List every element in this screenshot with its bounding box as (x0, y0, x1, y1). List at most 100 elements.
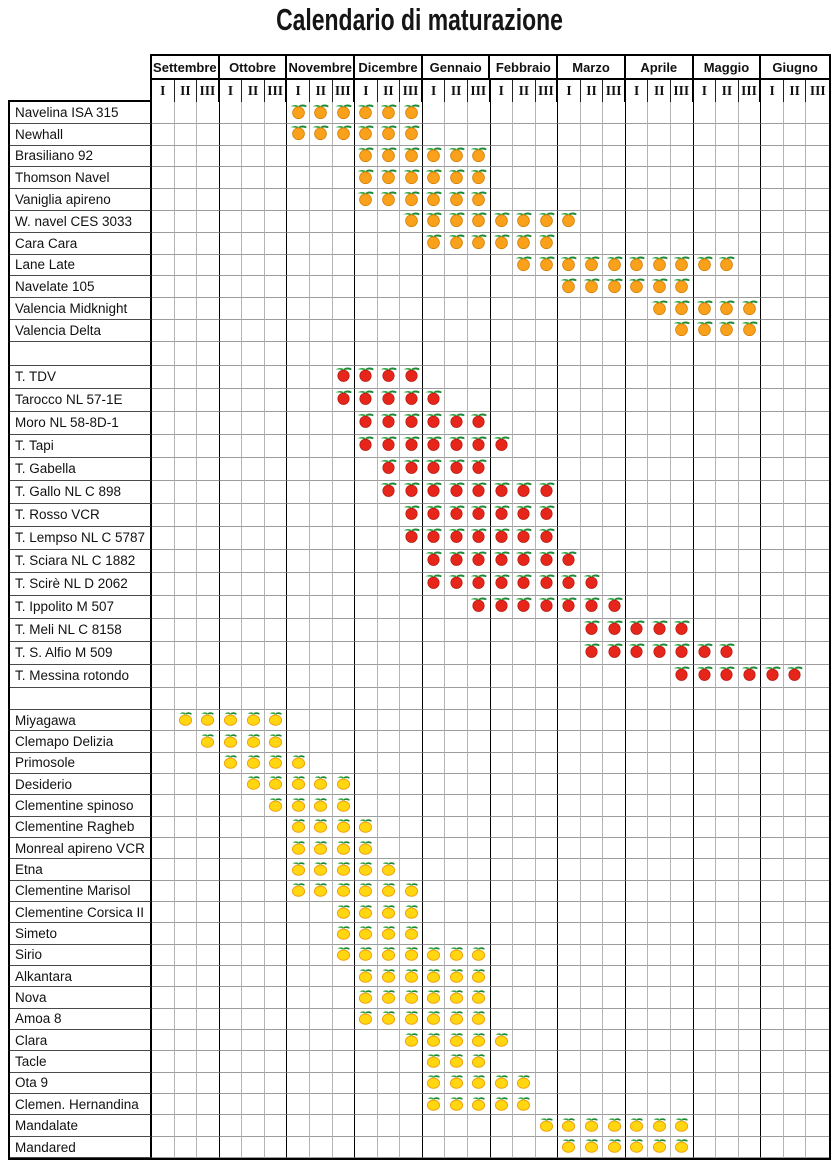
calendar-cell (580, 503, 604, 527)
calendar-cell (422, 365, 446, 389)
leaf-icon (388, 390, 397, 394)
calendar-cell (558, 319, 581, 342)
calendar-cell (806, 458, 829, 481)
variety-label: Lane Late (10, 254, 152, 277)
calendar-cell (219, 1094, 243, 1116)
leaf-icon (343, 819, 350, 822)
calendar-cell (400, 816, 423, 839)
calendar-cell (422, 664, 446, 688)
calendar-cell (309, 1030, 333, 1052)
calendar-cell (558, 1115, 581, 1137)
calendar-cell (445, 572, 468, 596)
calendar-cell (264, 641, 288, 665)
calendar-cell (513, 276, 536, 299)
calendar-cell (422, 210, 446, 233)
calendar-cell (558, 480, 581, 504)
calendar-cell (332, 795, 356, 817)
calendar-cell (580, 411, 604, 435)
calendar-cell (535, 526, 559, 550)
leaf-icon (433, 169, 442, 173)
leaf-icon (380, 483, 389, 486)
calendar-cell (625, 526, 649, 550)
calendar-cell (152, 1008, 175, 1031)
calendar-cell (490, 641, 514, 665)
calendar-cell (693, 641, 717, 665)
calendar-cell (309, 189, 333, 211)
leaf-icon (388, 436, 397, 440)
calendar-cell (671, 1008, 694, 1031)
calendar-cell (309, 232, 333, 255)
calendar-cell (671, 1094, 694, 1116)
leaf-icon (337, 840, 344, 844)
leaf-icon (359, 926, 366, 929)
leaf-icon (433, 947, 440, 951)
leaf-icon (403, 126, 411, 129)
calendar-cell (332, 1115, 356, 1137)
calendar-cell (558, 276, 581, 299)
calendar-cell (219, 526, 243, 550)
calendar-cell (693, 595, 717, 619)
calendar-cell (174, 1115, 198, 1137)
calendar-cell (264, 709, 288, 732)
calendar-cell (467, 572, 491, 596)
calendar-cell (422, 1115, 446, 1137)
calendar-cell (806, 987, 829, 1009)
calendar-cell (242, 773, 265, 796)
variety-row: Mandalate (10, 1115, 829, 1137)
leaf-icon (433, 551, 442, 555)
calendar-cell (671, 595, 694, 619)
calendar-cell (490, 838, 514, 860)
blood-orange-fruit-icon (786, 666, 803, 682)
leaf-icon (411, 459, 419, 463)
calendar-cell (264, 526, 288, 550)
leaf-icon (478, 147, 487, 151)
leaf-icon (636, 1118, 643, 1121)
calendar-cell (332, 987, 356, 1009)
calendar-cell (671, 687, 694, 710)
leaf-icon (411, 883, 418, 887)
calendar-cell (648, 641, 672, 665)
calendar-cell (219, 145, 243, 168)
leaf-icon (312, 126, 321, 129)
leaf-icon (448, 235, 456, 238)
calendar-cell (558, 966, 581, 988)
blood-orange-fruit-icon (718, 643, 735, 659)
blood-orange-fruit-icon (470, 551, 487, 567)
leaf-icon (425, 235, 434, 238)
calendar-cell (219, 1051, 243, 1073)
period-header-cell: III (739, 80, 762, 102)
leaf-icon (585, 1139, 592, 1142)
calendar-cell (400, 1136, 423, 1159)
calendar-cell (174, 664, 198, 688)
calendar-cell (332, 480, 356, 504)
leaf-icon (478, 505, 487, 509)
calendar-cell (671, 795, 694, 817)
leaf-icon (470, 191, 479, 195)
calendar-cell (648, 480, 672, 504)
calendar-cell (400, 123, 423, 146)
period-header-cell: I (491, 80, 514, 102)
calendar-cell (467, 1008, 491, 1031)
calendar-cell (174, 341, 198, 366)
calendar-cell (603, 145, 626, 168)
separator-row (10, 341, 829, 366)
leaf-icon (478, 528, 487, 532)
calendar-cell (603, 859, 626, 881)
variety-label: Thomson Navel (10, 167, 152, 190)
calendar-cell (309, 1072, 333, 1095)
leaf-icon (764, 667, 772, 670)
calendar-cell (806, 1009, 829, 1031)
leaf-icon (427, 1097, 434, 1100)
calendar-cell (445, 210, 468, 233)
blood-orange-fruit-icon (493, 528, 510, 544)
calendar-cell (467, 123, 491, 146)
calendar-cell (174, 687, 198, 710)
calendar-cell (558, 838, 581, 860)
leaf-icon (380, 391, 389, 394)
calendar-cell (242, 572, 265, 596)
leaf-icon (269, 734, 276, 737)
leaf-icon (403, 213, 411, 216)
variety-label: T. Scirè NL D 2062 (10, 572, 152, 596)
calendar-cell (761, 365, 784, 389)
calendar-cell (219, 1072, 243, 1095)
